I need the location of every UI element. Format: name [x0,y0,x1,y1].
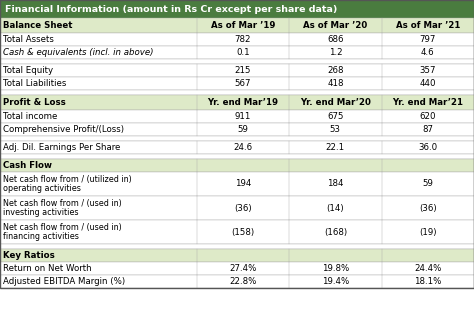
Text: 27.4%: 27.4% [229,264,256,273]
Text: Total income: Total income [3,112,57,121]
Text: 19.4%: 19.4% [322,277,349,286]
Bar [0,110,474,123]
Bar [0,154,474,159]
Bar [0,0,474,288]
Text: 567: 567 [235,79,251,88]
Text: (36): (36) [419,203,437,212]
Text: (158): (158) [231,227,255,236]
Text: 440: 440 [419,79,436,88]
Text: Balance Sheet: Balance Sheet [3,21,73,30]
Bar [0,220,474,244]
Text: Net cash flow from / (used in): Net cash flow from / (used in) [3,223,122,232]
Text: Net cash flow from / (used in): Net cash flow from / (used in) [3,199,122,208]
Text: Adj. Dil. Earnings Per Share: Adj. Dil. Earnings Per Share [3,143,120,152]
Text: (14): (14) [327,203,344,212]
Text: 782: 782 [235,35,251,44]
Bar [0,244,474,249]
Text: (168): (168) [324,227,347,236]
Text: 18.1%: 18.1% [414,277,441,286]
Text: Adjusted EBITDA Margin (%): Adjusted EBITDA Margin (%) [3,277,125,286]
Text: 797: 797 [419,35,436,44]
Bar [0,196,474,220]
Bar [0,95,474,110]
Text: 59: 59 [237,125,248,134]
Text: Yr. end Mar’20: Yr. end Mar’20 [300,98,371,107]
Text: 4.6: 4.6 [421,48,435,57]
Text: 357: 357 [419,66,436,75]
Text: financing activities: financing activities [3,232,79,241]
Text: Cash Flow: Cash Flow [3,161,52,170]
Text: (19): (19) [419,227,437,236]
Text: 620: 620 [419,112,436,121]
Text: Total Liabilities: Total Liabilities [3,79,66,88]
Text: 24.4%: 24.4% [414,264,441,273]
Text: Key Ratios: Key Ratios [3,251,55,260]
Text: Total Equity: Total Equity [3,66,53,75]
Text: operating activities: operating activities [3,184,81,193]
Bar [0,77,474,90]
Text: 87: 87 [422,125,433,134]
Bar [0,275,474,288]
Bar [0,59,474,64]
Bar [0,46,474,59]
Text: Yr. end Mar’19: Yr. end Mar’19 [208,98,278,107]
Bar [0,90,474,95]
Text: 22.8%: 22.8% [229,277,256,286]
Text: As of Mar ’21: As of Mar ’21 [396,21,460,30]
Text: As of Mar ’20: As of Mar ’20 [303,21,367,30]
Bar [0,0,474,18]
Text: Financial Information (amount in Rs Cr except per share data): Financial Information (amount in Rs Cr e… [5,4,337,13]
Text: 53: 53 [330,125,341,134]
Text: 418: 418 [327,79,344,88]
Text: 215: 215 [235,66,251,75]
Text: (36): (36) [234,203,252,212]
Text: 675: 675 [327,112,344,121]
Text: As of Mar ’19: As of Mar ’19 [211,21,275,30]
Text: 36.0: 36.0 [418,143,438,152]
Text: Return on Net Worth: Return on Net Worth [3,264,91,273]
Bar [0,123,474,136]
Text: Cash & equivalents (incl. in above): Cash & equivalents (incl. in above) [3,48,154,57]
Text: 184: 184 [327,179,344,188]
Text: 22.1: 22.1 [326,143,345,152]
Bar [0,136,474,141]
Bar [0,64,474,77]
Bar [0,262,474,275]
Bar [0,141,474,154]
Text: Comprehensive Profit/(Loss): Comprehensive Profit/(Loss) [3,125,124,134]
Bar [0,33,474,46]
Text: Total Assets: Total Assets [3,35,54,44]
Text: Profit & Loss: Profit & Loss [3,98,66,107]
Bar [0,18,474,33]
Text: 59: 59 [422,179,433,188]
Text: 268: 268 [327,66,344,75]
Bar [0,249,474,262]
Text: Net cash flow from / (utilized in): Net cash flow from / (utilized in) [3,175,132,184]
Text: 0.1: 0.1 [236,48,250,57]
Text: 1.2: 1.2 [328,48,342,57]
Bar [0,172,474,196]
Bar [0,159,474,172]
Text: Yr. end Mar’21: Yr. end Mar’21 [392,98,463,107]
Text: 686: 686 [327,35,344,44]
Text: 911: 911 [235,112,251,121]
Text: 19.8%: 19.8% [322,264,349,273]
Text: 24.6: 24.6 [233,143,253,152]
Text: 194: 194 [235,179,251,188]
Text: investing activities: investing activities [3,208,79,217]
